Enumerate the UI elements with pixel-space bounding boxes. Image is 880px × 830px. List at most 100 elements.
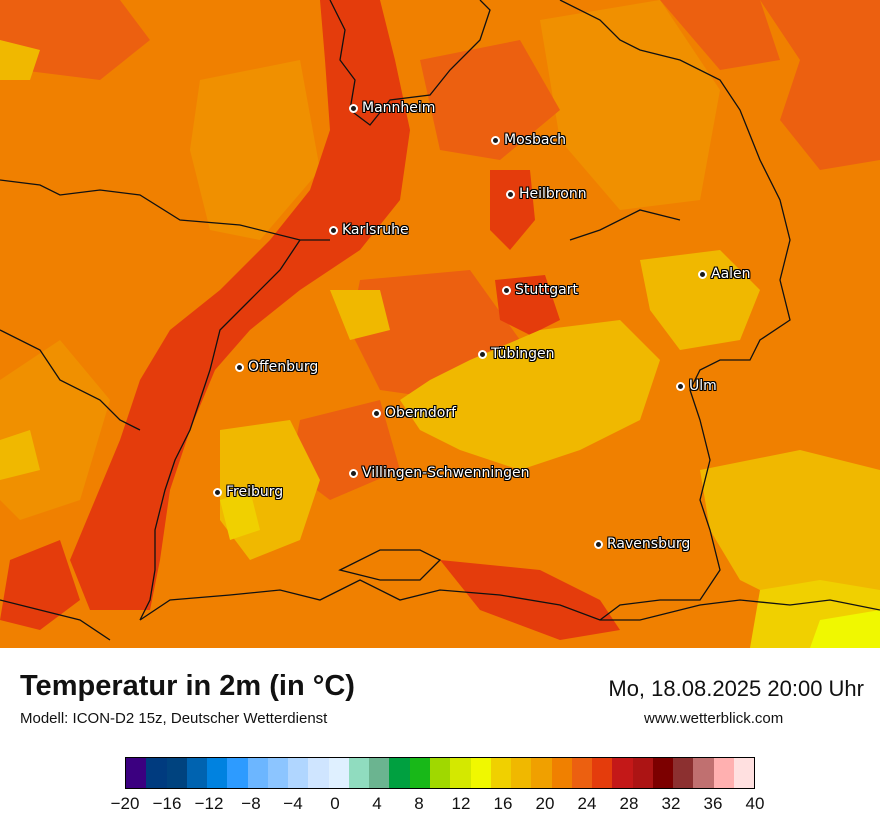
city-marker-ravensburg: Ravensburg: [594, 536, 690, 552]
legend-swatch: [186, 758, 208, 788]
map-title: Temperatur in 2m (in °C): [20, 670, 355, 702]
legend-swatch: [551, 758, 572, 788]
legend-tick-label: 32: [661, 794, 681, 813]
city-label: Freiburg: [226, 484, 284, 500]
temp-band-18-20: [220, 490, 260, 540]
legend-swatch: [369, 758, 390, 788]
legend-swatch: [166, 758, 187, 788]
country-border: [0, 599, 111, 641]
temp-band-26-28: [495, 275, 560, 335]
temp-band-16-18: [810, 610, 880, 648]
legend-swatch: [652, 758, 674, 788]
city-label: Ravensburg: [607, 536, 691, 552]
city-marker-karlsruhe: Karlsruhe: [329, 222, 409, 238]
state-border: [329, 0, 491, 126]
country-border-switzerland: [139, 579, 880, 621]
city-marker-mosbach: Mosbach: [491, 132, 566, 148]
legend-swatch: [288, 758, 309, 788]
model-credit: Modell: ICON-D2 15z, Deutscher Wetterdie…: [20, 710, 328, 727]
city-label: Stuttgart: [515, 282, 578, 298]
city-dot-icon: [213, 487, 222, 497]
legend-swatch: [490, 758, 512, 788]
temp-band-26-28: [0, 540, 80, 630]
city-label: Villingen-Schwenningen: [362, 465, 530, 481]
legend-tick-label: 20: [535, 794, 555, 813]
city-marker-offenburg: Offenburg: [235, 359, 318, 375]
city-marker-oberndorf: Oberndorf: [372, 405, 456, 421]
country-border: [0, 329, 141, 431]
legend-swatch: [146, 758, 167, 788]
legend-swatch: [673, 758, 694, 788]
legend-tick-label: 16: [493, 794, 513, 813]
city-dot-icon: [329, 225, 338, 235]
city-dot-icon: [676, 381, 685, 391]
legend-swatch: [247, 758, 268, 788]
city-label: Mannheim: [362, 100, 436, 116]
city-dot-icon: [349, 468, 358, 478]
legend-swatch: [571, 758, 593, 788]
city-label: Heilbronn: [519, 186, 587, 202]
city-dot-icon: [506, 189, 515, 199]
temp-band-20-22: [0, 430, 40, 480]
temp-band-20-22: [700, 450, 880, 610]
legend-tick-label: −16: [152, 794, 182, 813]
city-marker-freiburg: Freiburg: [213, 484, 283, 500]
legend-tick-label: −20: [110, 794, 140, 813]
city-marker-ulm: Ulm: [676, 378, 717, 394]
temp-band-22: [540, 0, 720, 210]
city-marker-tuebingen: Tübingen: [478, 346, 555, 362]
city-dot-icon: [235, 362, 244, 372]
city-label: Oberndorf: [385, 405, 457, 421]
legend-tick-label: 8: [414, 794, 424, 813]
legend-swatch: [733, 758, 755, 788]
legend-swatch: [126, 758, 147, 788]
temp-band-24-26: [660, 0, 780, 70]
legend-tick-label: 0: [330, 794, 340, 813]
legend-swatch: [511, 758, 532, 788]
legend-swatch: [592, 758, 613, 788]
legend-tick-label: −12: [194, 794, 224, 813]
temperature-field: [0, 0, 880, 648]
rhine-border: [139, 239, 301, 621]
city-label: Offenburg: [248, 359, 319, 375]
city-label: Aalen: [711, 266, 751, 282]
legend-swatch: [267, 758, 289, 788]
legend-swatch: [389, 758, 410, 788]
forecast-datetime: Mo, 18.08.2025 20:00 Uhr: [608, 676, 864, 701]
legend-ticks: −20 −16 −12 −8 −4 0 4 8 12 16 20 24 28 32 36 40: [0, 794, 880, 818]
legend-swatch: [308, 758, 329, 788]
website-link[interactable]: www.wetterblick.com: [644, 710, 784, 727]
temp-band-20-22: [400, 320, 660, 470]
city-dot-icon: [594, 539, 603, 549]
legend-swatch: [227, 758, 248, 788]
city-dot-icon: [698, 269, 707, 279]
city-label: Karlsruhe: [342, 222, 409, 238]
legend-tick-label: 4: [372, 794, 382, 813]
enclave-border: [338, 549, 442, 581]
temp-band-24-26: [760, 0, 880, 170]
city-dot-icon: [502, 285, 511, 295]
legend-swatch: [328, 758, 349, 788]
city-label: Ulm: [689, 378, 717, 394]
city-marker-villingen-schwenningen: Villingen-Schwenningen: [349, 465, 530, 481]
city-dot-icon: [478, 349, 487, 359]
temp-band-20-22: [640, 250, 760, 350]
city-label: Mosbach: [504, 132, 566, 148]
city-marker-stuttgart: Stuttgart: [502, 282, 578, 298]
legend-swatch: [409, 758, 430, 788]
city-dot-icon: [349, 103, 358, 113]
temp-band-20-22: [0, 40, 40, 80]
borders: [0, 0, 880, 641]
temperature-map: Mannheim Mosbach Heilbronn Karlsruhe Aal…: [0, 0, 880, 648]
temp-band-24-26: [0, 0, 150, 80]
city-dot-icon: [372, 408, 381, 418]
city-label: Tübingen: [491, 346, 555, 362]
legend-swatch: [693, 758, 714, 788]
legend-tick-label: 36: [703, 794, 723, 813]
legend-swatch: [450, 758, 471, 788]
temp-band-20-22: [330, 290, 390, 340]
temp-band-22: [0, 340, 110, 520]
temp-band-26-28: [70, 0, 410, 610]
legend-swatch: [713, 758, 734, 788]
city-marker-mannheim: Mannheim: [349, 100, 435, 116]
